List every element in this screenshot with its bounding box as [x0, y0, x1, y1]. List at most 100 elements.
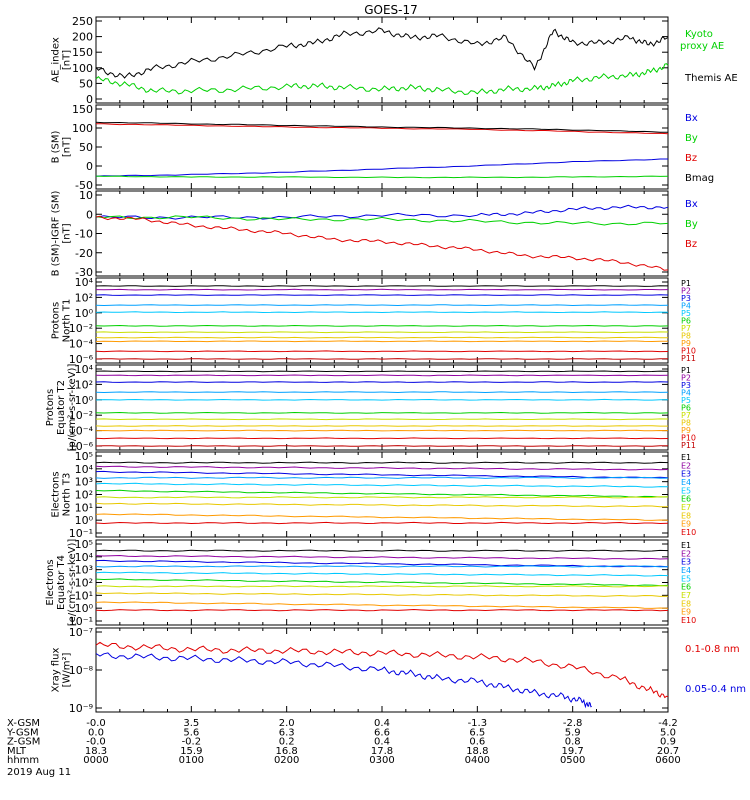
- y-axis-label: [nT]: [62, 137, 73, 157]
- panel-4: 10⁴ 10² 10⁰ 10⁻² 10⁻⁴ 10⁻⁶ Protons North T1 P1P2…: [51, 276, 697, 366]
- series-line: [95, 27, 669, 79]
- channel-label: P1: [681, 279, 691, 288]
- ephemeris-row-label: Y-GSM: [6, 727, 39, 738]
- channel-label: E2: [681, 461, 691, 470]
- ephemeris-row-label: MLT: [7, 746, 27, 757]
- y-axis-label: [p/(cm²-s-sr-keV)]: [67, 364, 78, 452]
- y-tick-label: 0: [86, 208, 93, 221]
- channel-label: E6: [681, 583, 691, 592]
- ephemeris-value: -1.3: [468, 718, 488, 729]
- ephemeris-row-label: Z-GSM: [7, 737, 40, 748]
- channel-line: [95, 461, 669, 464]
- ephemeris-value: 5.9: [565, 727, 581, 738]
- ephemeris-value: -0.0: [86, 718, 106, 729]
- y-tick-label: 10⁰: [75, 602, 94, 615]
- channel-line: [95, 608, 669, 612]
- legend-label: Bz: [685, 239, 697, 250]
- y-tick-label: 50: [79, 77, 93, 90]
- channel-line: [95, 331, 669, 334]
- channel-line: [95, 411, 669, 414]
- ephemeris-value: -2.8: [563, 718, 583, 729]
- y-tick-label: 50: [79, 141, 93, 154]
- y-tick-label: 10⁻²: [69, 409, 93, 422]
- y-axis-label: Equator T2: [56, 380, 67, 435]
- y-tick-label: -50: [75, 179, 93, 192]
- channel-label: E3: [681, 470, 691, 479]
- channel-line: [95, 521, 669, 525]
- y-tick-label: 10⁵: [75, 450, 93, 463]
- y-tick-label: 10⁻⁶: [69, 440, 94, 453]
- ephemeris-value: 16.8: [276, 746, 298, 757]
- y-axis-label: AE_index: [51, 37, 62, 83]
- channel-label: E8: [681, 511, 691, 520]
- channel-label: E9: [681, 608, 691, 617]
- channel-line: [95, 437, 669, 440]
- channel-line: [95, 502, 668, 508]
- y-axis-label: Xray flux: [51, 648, 62, 693]
- channel-label: E8: [681, 599, 691, 608]
- ephemeris-value: 6.5: [469, 727, 485, 738]
- legend-label: By: [685, 133, 698, 144]
- channel-line: [95, 578, 669, 587]
- series-line: [95, 215, 669, 226]
- y-tick-label: 10²: [75, 291, 93, 304]
- y-tick-label: 10⁻⁹: [69, 702, 93, 715]
- panel-8: 10⁻⁷ 10⁻⁸ 10⁻⁹ Xray flux [W/m²] 0.1-0.8 nm 0.0…: [51, 626, 747, 715]
- y-tick-label: 10⁴: [75, 551, 94, 564]
- channel-label: E6: [681, 495, 691, 504]
- channel-line: [95, 418, 669, 421]
- channel-label: E3: [681, 558, 691, 567]
- y-axis-label: B (SM): [51, 130, 62, 163]
- y-axis-label: Equator T4: [56, 555, 67, 610]
- y-tick-label: 10⁰: [75, 514, 94, 527]
- channel-label: P4: [681, 389, 691, 398]
- channel-label: P5: [681, 396, 691, 405]
- date-label: 2019 Aug 11: [7, 767, 71, 778]
- channel-line: [95, 294, 669, 296]
- ephemeris-value: 3.5: [183, 718, 199, 729]
- panel-2: 150 100 50 0 -50 B (SM) [nT] Bx By Bz Bmag: [51, 103, 715, 192]
- channel-line: [95, 592, 669, 597]
- y-tick-label: 10¹: [75, 501, 93, 514]
- legend-label: Kyoto: [685, 29, 713, 40]
- ephemeris-value: 0200: [274, 755, 299, 766]
- channel-label: P8: [681, 419, 691, 428]
- panel-3: 10 0 -10 -20 -30 B (SM)-IGRF (SM) [nT] Bx By Bz: [51, 189, 698, 279]
- legend-label: Bx: [685, 113, 698, 124]
- channel-label: P3: [681, 294, 691, 303]
- y-tick-label: -10: [75, 228, 93, 241]
- y-tick-label: 10⁻⁴: [69, 338, 94, 351]
- y-axis-label: [nT]: [62, 50, 73, 70]
- ephemeris-value: 0100: [179, 755, 204, 766]
- ephemeris-value: 20.7: [657, 746, 679, 757]
- y-tick-label: 10⁻⁸: [69, 664, 94, 677]
- y-tick-label: 200: [72, 31, 93, 44]
- panel-frame: [95, 451, 669, 538]
- channel-label: E4: [681, 566, 691, 575]
- legend-label: 0.05-0.4 nm: [685, 684, 746, 695]
- channel-line: [95, 324, 669, 327]
- ephemeris-value: 18.8: [466, 746, 488, 757]
- y-axis-label: B (SM)-IGRF (SM): [51, 191, 62, 277]
- series-line: [95, 63, 669, 96]
- ephemeris-value: 0.8: [565, 737, 581, 748]
- channel-line: [95, 554, 669, 560]
- y-tick-label: 10¹: [75, 589, 93, 602]
- channel-label: E5: [681, 574, 691, 583]
- channel-line: [95, 489, 669, 498]
- channel-label: P10: [681, 434, 696, 443]
- channel-label: E10: [681, 616, 696, 625]
- channel-line: [95, 358, 668, 360]
- series-line: [95, 158, 668, 177]
- ephemeris-value: 15.9: [180, 746, 202, 757]
- ephemeris-value: 0300: [369, 755, 394, 766]
- panel-frame: [95, 627, 669, 713]
- y-tick-label: 10²: [75, 378, 93, 391]
- series-line: [95, 652, 592, 709]
- channel-line: [95, 476, 669, 479]
- ephemeris-value: 18.3: [85, 746, 107, 757]
- channel-label: P11: [681, 441, 696, 450]
- channel-line: [95, 350, 669, 353]
